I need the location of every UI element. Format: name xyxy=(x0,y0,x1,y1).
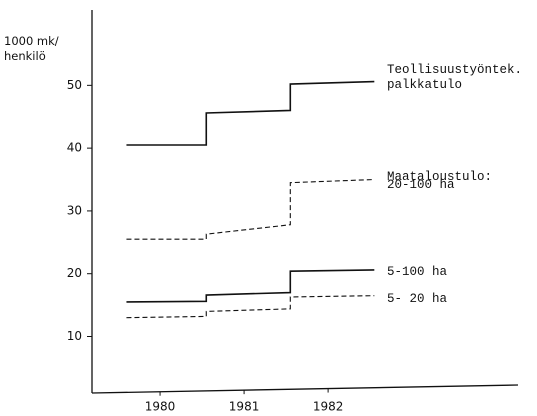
y-tick-label: 30 xyxy=(67,203,82,217)
y-axis-label: 1000 mk/ henkilö xyxy=(4,34,59,63)
y-tick-label: 20 xyxy=(67,266,82,280)
x-axis xyxy=(91,384,519,394)
series-line xyxy=(126,269,375,303)
series-line xyxy=(126,178,375,240)
y-tick-label: 40 xyxy=(67,141,82,155)
x-tick-label: 1981 xyxy=(229,400,260,414)
series-line xyxy=(126,80,375,146)
series-label: 5-100 ha xyxy=(387,265,448,279)
x-tick-label: 1982 xyxy=(313,400,344,414)
series-label: Teollisuustyöntek. palkkatulo xyxy=(387,63,523,92)
series-line xyxy=(126,295,375,319)
x-tick-label: 1980 xyxy=(145,400,176,414)
annotation: Maataloustulo: xyxy=(387,170,493,184)
series-label: 20-100 ha xyxy=(387,178,455,192)
y-tick-label: 50 xyxy=(67,78,82,92)
series-label: 5- 20 ha xyxy=(387,292,448,306)
y-tick-label: 10 xyxy=(67,329,82,343)
